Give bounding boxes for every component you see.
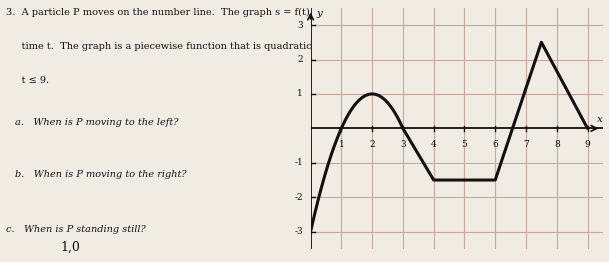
Text: b.   When is P moving to the right?: b. When is P moving to the right? xyxy=(15,170,187,179)
Text: x: x xyxy=(597,115,603,124)
Text: 5: 5 xyxy=(462,140,467,149)
Text: 2: 2 xyxy=(297,55,303,64)
Text: 3: 3 xyxy=(297,21,303,30)
Text: 6: 6 xyxy=(492,140,498,149)
Text: c.   When is P standing still?: c. When is P standing still? xyxy=(6,225,146,234)
Text: -1: -1 xyxy=(294,158,303,167)
Text: 4: 4 xyxy=(431,140,437,149)
Text: 2: 2 xyxy=(369,140,375,149)
Text: -2: -2 xyxy=(294,193,303,202)
Text: t ≤ 9.: t ≤ 9. xyxy=(6,76,49,85)
Text: y: y xyxy=(316,9,322,18)
Text: 1: 1 xyxy=(339,140,344,149)
Text: time t.  The graph is a piecewise function that is quadratic from 0 ≤ t ≤ 3, and: time t. The graph is a piecewise functio… xyxy=(6,42,516,51)
Text: 7: 7 xyxy=(523,140,529,149)
Text: a.   When is P moving to the left?: a. When is P moving to the left? xyxy=(15,118,178,127)
Text: 1,0: 1,0 xyxy=(61,241,81,254)
Text: 3.  A particle P moves on the number line.  The graph s = f(t) shows the positio: 3. A particle P moves on the number line… xyxy=(6,8,507,17)
Text: 8: 8 xyxy=(554,140,560,149)
Text: -3: -3 xyxy=(294,227,303,236)
Text: 9: 9 xyxy=(585,140,590,149)
Text: 1: 1 xyxy=(297,89,303,99)
Text: 3: 3 xyxy=(400,140,406,149)
